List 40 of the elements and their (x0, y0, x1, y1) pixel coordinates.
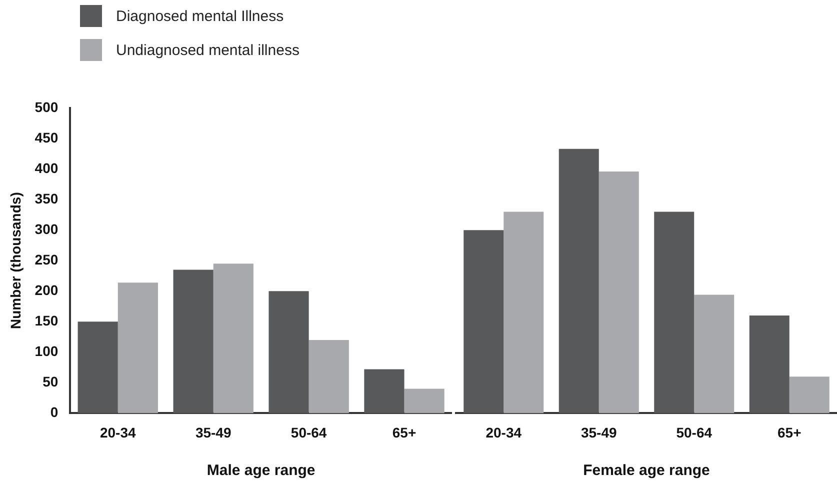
y-tick-label: 400 (34, 160, 58, 176)
y-tick-label: 50 (42, 374, 58, 390)
bar (789, 376, 830, 414)
bar (173, 270, 214, 414)
bar (308, 340, 349, 414)
bar (558, 148, 599, 414)
x-tick-label: 20-34 (100, 424, 136, 440)
bar (598, 171, 639, 414)
x-tick-label: 35-49 (580, 424, 617, 440)
bar (78, 322, 118, 414)
bar (694, 294, 734, 414)
bar (268, 291, 309, 414)
bar (749, 316, 790, 414)
x-tick-label: 65+ (392, 424, 416, 440)
y-tick-label: 100 (34, 343, 58, 360)
legend-label: Diagnosed mental Illness (116, 8, 284, 24)
y-tick-label: 350 (34, 190, 58, 206)
legend-label: Undiagnosed mental illness (116, 42, 300, 58)
bar (118, 282, 158, 414)
x-tick-label: 50-64 (676, 424, 712, 440)
y-tick-label: 300 (34, 220, 58, 237)
y-axis-title: Number (thousands) (7, 192, 24, 330)
bar (364, 369, 404, 414)
x-tick-label: 50-64 (290, 424, 327, 440)
bar (404, 388, 444, 414)
y-tick-label: 450 (34, 129, 58, 146)
x-tick-label: 35-49 (195, 424, 232, 440)
y-tick-label: 0 (50, 404, 58, 420)
bar (654, 212, 694, 414)
x-axis-title: Female age range (583, 462, 710, 480)
y-tick-label: 150 (34, 312, 58, 328)
bar (213, 264, 254, 414)
y-tick-label: 500 (34, 98, 58, 115)
bar (464, 230, 504, 414)
bar (504, 212, 544, 414)
x-tick-label: 65+ (778, 424, 802, 440)
y-tick-label: 250 (34, 251, 58, 268)
x-axis-title: Male age range (206, 462, 316, 480)
y-tick-label: 200 (34, 282, 58, 298)
x-tick-label: 20-34 (486, 424, 522, 440)
